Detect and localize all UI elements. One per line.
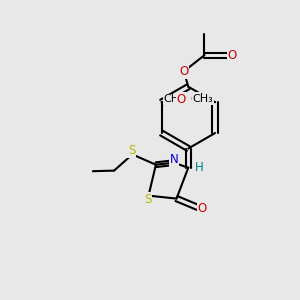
Text: O: O (227, 49, 236, 62)
Text: S: S (128, 144, 135, 158)
Text: CH₃: CH₃ (192, 94, 213, 104)
Text: H: H (195, 160, 204, 174)
Text: CH₃: CH₃ (164, 94, 184, 104)
Text: O: O (179, 65, 188, 78)
Text: S: S (144, 193, 152, 206)
Text: O: O (197, 202, 207, 215)
Text: O: O (191, 93, 200, 106)
Text: N: N (170, 153, 178, 166)
Text: O: O (177, 93, 186, 106)
